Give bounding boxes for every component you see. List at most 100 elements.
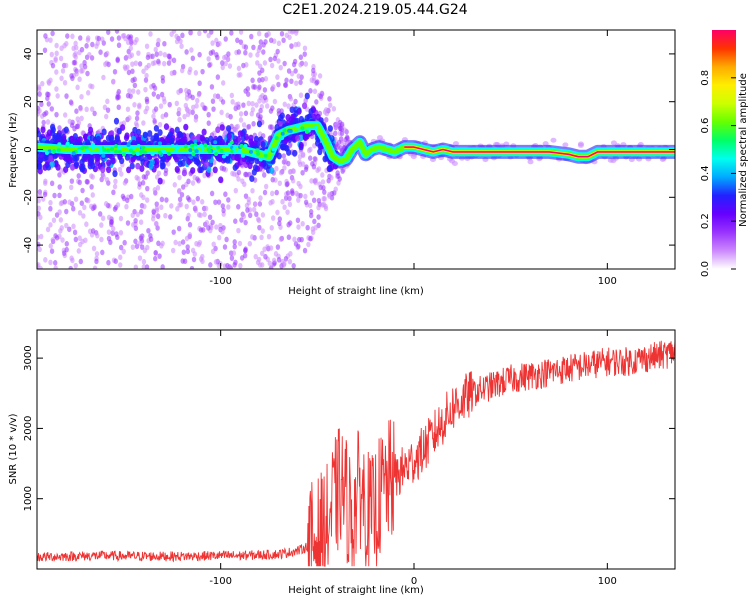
heatmap-cell xyxy=(53,265,58,269)
heatmap-cell xyxy=(114,231,119,237)
heatmap-cell xyxy=(126,166,132,174)
heatmap-cell xyxy=(73,50,78,57)
heatmap-cell xyxy=(241,102,246,108)
heatmap-cell xyxy=(92,265,98,269)
heatmap-cell xyxy=(259,234,264,241)
heatmap-cell xyxy=(189,47,194,53)
heatmap-cell xyxy=(130,244,136,250)
heatmap-cell xyxy=(213,140,218,145)
heatmap-cell xyxy=(157,177,163,185)
heatmap-cell xyxy=(60,237,65,243)
heatmap-cell xyxy=(72,229,78,236)
heatmap-cell xyxy=(256,47,262,54)
heatmap-cell xyxy=(213,199,218,206)
heatmap-cell xyxy=(303,193,308,200)
heatmap-ytick-label: -20 xyxy=(23,189,34,205)
heatmap-cell xyxy=(187,69,192,76)
heatmap-cell xyxy=(86,197,91,204)
heatmap-cell xyxy=(338,125,343,132)
heatmap-cell xyxy=(140,180,146,186)
heatmap-cell xyxy=(57,125,62,131)
heatmap-cell xyxy=(190,55,196,62)
heatmap-cell xyxy=(88,83,93,89)
heatmap-cell xyxy=(238,117,244,123)
heatmap-cell xyxy=(37,205,42,212)
heatmap-cell xyxy=(171,247,176,254)
heatmap-cell xyxy=(179,43,184,50)
heatmap-cell xyxy=(191,199,196,205)
heatmap-cell xyxy=(74,108,79,115)
heatmap-cell xyxy=(260,262,265,268)
heatmap-ytick-label: 40 xyxy=(23,48,34,61)
heatmap-cell xyxy=(151,113,156,120)
heatmap-cell xyxy=(210,219,215,226)
heatmap-cell xyxy=(153,106,159,112)
heatmap-cell xyxy=(37,234,40,241)
heatmap-cell xyxy=(254,102,259,108)
heatmap-cell xyxy=(336,173,341,179)
heatmap-cell xyxy=(296,107,302,115)
heatmap-cell xyxy=(263,76,269,82)
heatmap-cell xyxy=(143,86,148,93)
heatmap-cell xyxy=(263,39,268,45)
heatmap-cell xyxy=(54,69,59,75)
heatmap-cell xyxy=(276,58,281,64)
heatmap-cell xyxy=(237,148,242,153)
heatmap-cell xyxy=(255,216,261,223)
heatmap-cell xyxy=(206,120,211,126)
heatmap-cell xyxy=(286,234,292,241)
heatmap-cell xyxy=(333,186,338,193)
heatmap-cell xyxy=(302,134,309,142)
heatmap-cell xyxy=(304,92,310,100)
heatmap-cell xyxy=(278,64,283,71)
heatmap-cell xyxy=(116,42,122,49)
heatmap-cell xyxy=(46,129,53,137)
heatmap-cell xyxy=(215,54,220,61)
heatmap-cell xyxy=(284,77,289,84)
heatmap-cell xyxy=(145,244,150,251)
heatmap-cell xyxy=(174,38,180,45)
heatmap-cell xyxy=(198,227,204,233)
heatmap-cell xyxy=(322,189,327,195)
heatmap-cell xyxy=(53,57,58,64)
heatmap-cell xyxy=(174,33,179,40)
heatmap-cell xyxy=(65,33,70,39)
heatmap-cell xyxy=(120,193,126,200)
heatmap-cell xyxy=(79,115,84,122)
heatmap-cell xyxy=(157,150,162,155)
heatmap-cell xyxy=(283,82,289,88)
heatmap-cell xyxy=(48,205,53,212)
heatmap-cell xyxy=(302,51,307,57)
heatmap-cell xyxy=(91,245,97,252)
heatmap-cell xyxy=(158,141,163,146)
heatmap-cell xyxy=(171,229,176,235)
heatmap-cell xyxy=(135,162,141,170)
heatmap-cell xyxy=(180,239,186,245)
heatmap-cell xyxy=(106,259,111,266)
heatmap-cell xyxy=(101,74,106,81)
heatmap-cell xyxy=(49,180,55,187)
heatmap-cell xyxy=(180,258,185,264)
heatmap-cell xyxy=(263,253,268,260)
heatmap-cell xyxy=(161,60,167,67)
heatmap-cell xyxy=(308,235,313,242)
heatmap-cell xyxy=(223,60,228,67)
heatmap-cell xyxy=(183,144,188,149)
heatmap-cell xyxy=(134,174,139,181)
heatmap-cell xyxy=(71,223,76,230)
heatmap-cell xyxy=(154,51,159,58)
heatmap-cell xyxy=(50,62,56,69)
heatmap-cell xyxy=(89,184,94,190)
heatmap-cell xyxy=(217,155,223,163)
heatmap-cell xyxy=(76,248,81,254)
heatmap-cell xyxy=(133,238,138,245)
heatmap-cell xyxy=(229,30,234,36)
heatmap-cell xyxy=(109,134,115,142)
heatmap-cell xyxy=(245,86,251,92)
heatmap-cell xyxy=(257,201,263,207)
heatmap-cell xyxy=(216,234,222,241)
heatmap-cell xyxy=(320,172,325,178)
heatmap-cell xyxy=(308,208,314,215)
heatmap-cell xyxy=(268,56,273,63)
heatmap-cell xyxy=(314,80,319,86)
